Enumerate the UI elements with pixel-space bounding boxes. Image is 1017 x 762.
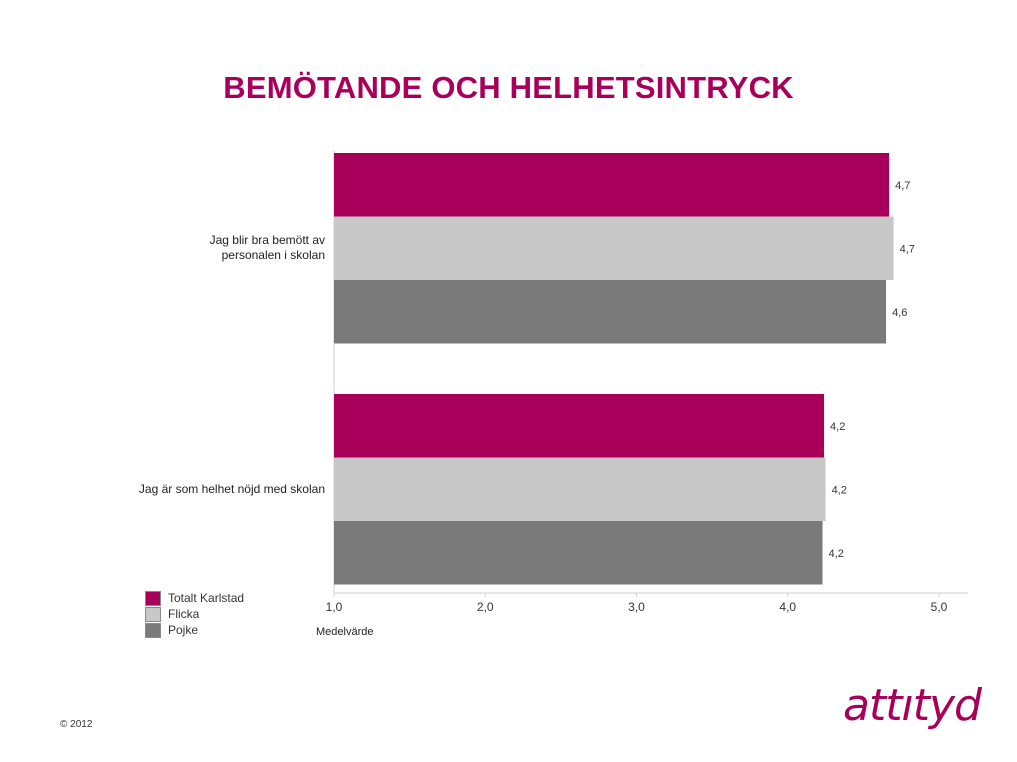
x-tick-label: 5,0 — [931, 600, 948, 614]
data-label: 4,7 — [900, 243, 915, 255]
x-axis-label: Medelvärde — [316, 626, 374, 638]
x-tick-label: 4,0 — [779, 600, 796, 614]
legend-label-totalt: Totalt Karlstad — [168, 591, 245, 605]
legend: Totalt Karlstad Flicka Pojke — [145, 590, 244, 638]
data-label: 4,2 — [830, 421, 845, 433]
category-label: Jag blir bra bemött av personalen i skola… — [25, 233, 325, 263]
legend-item-pojke: Pojke — [145, 622, 244, 638]
bar — [334, 394, 825, 458]
bar — [334, 521, 823, 585]
copyright-text: © 2012 — [60, 719, 93, 730]
data-label: 4,2 — [832, 484, 847, 496]
attityd-logo: attıtyd — [843, 680, 982, 731]
bar — [334, 280, 887, 344]
legend-swatch-flicka — [145, 606, 161, 622]
category-label: Jag är som helhet nöjd med skolan — [25, 482, 325, 497]
legend-swatch-totalt — [145, 590, 161, 606]
legend-item-flicka: Flicka — [145, 606, 244, 622]
category-label-line: Jag blir bra bemött av — [209, 233, 325, 248]
data-label: 4,6 — [892, 307, 907, 319]
legend-label-flicka: Flicka — [168, 607, 200, 621]
bar — [334, 457, 826, 521]
data-label: 4,7 — [895, 180, 910, 192]
legend-swatch-pojke — [145, 622, 161, 638]
bar — [334, 153, 890, 217]
category-label-line: Jag är som helhet nöjd med skolan — [138, 481, 325, 496]
legend-item-totalt: Totalt Karlstad — [145, 590, 244, 606]
x-tick-label: 2,0 — [477, 600, 494, 614]
x-tick-label: 3,0 — [628, 600, 645, 614]
bar — [334, 216, 894, 280]
page-title: BEMÖTANDE OCH HELHETSINTRYCK — [223, 70, 794, 105]
x-tick-label: 1,0 — [326, 600, 343, 614]
data-label: 4,2 — [829, 548, 844, 560]
legend-label-pojke: Pojke — [168, 623, 199, 637]
category-label-line: personalen i skolan — [221, 248, 325, 263]
